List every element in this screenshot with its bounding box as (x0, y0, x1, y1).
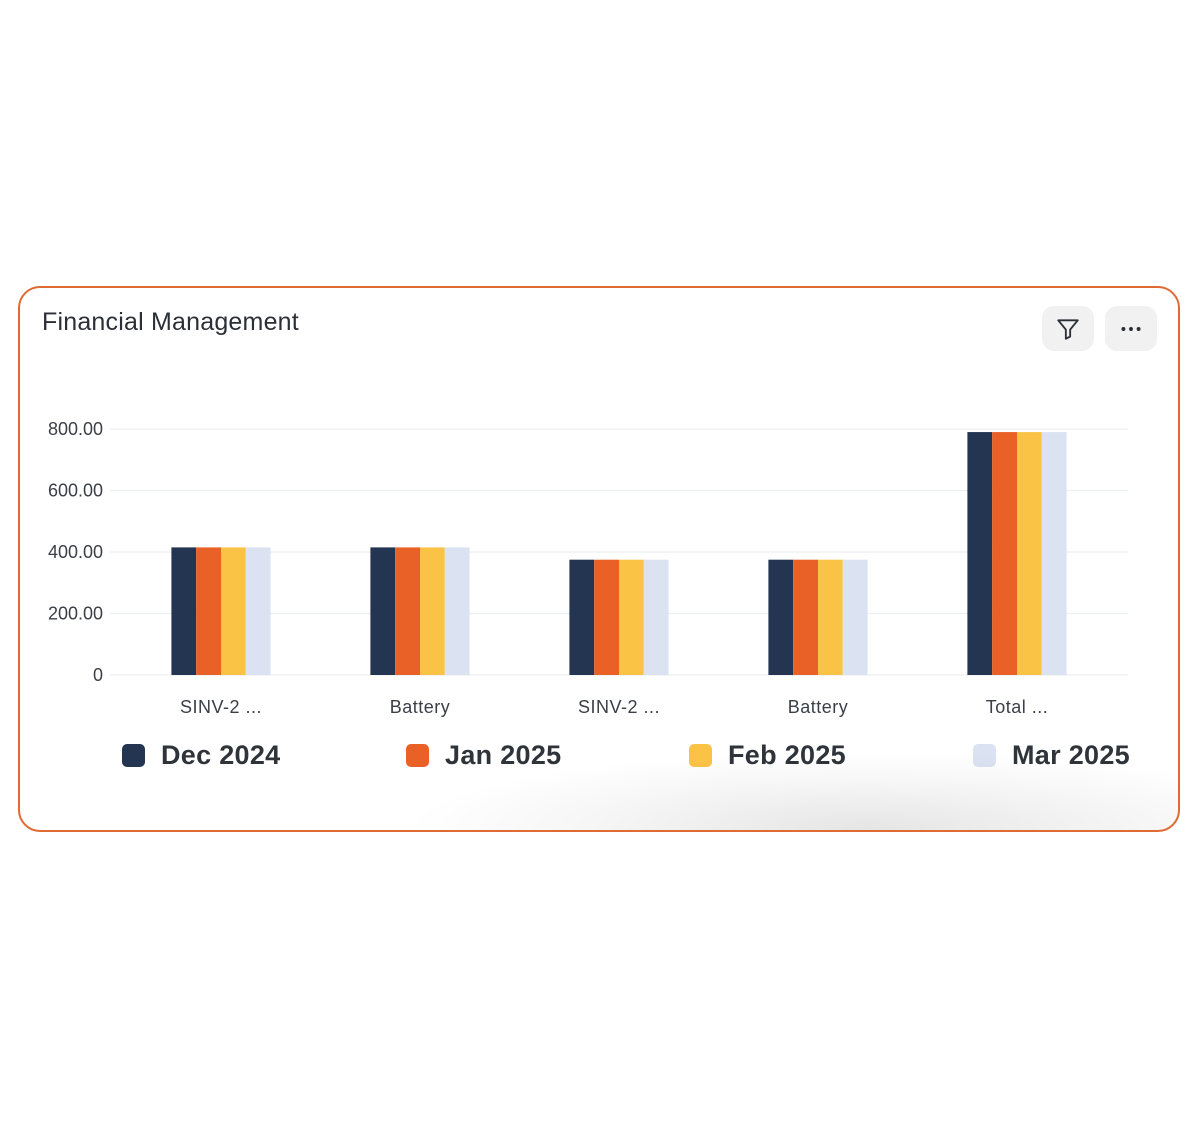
card-title: Financial Management (42, 308, 299, 336)
chart-legend: Dec 2024 Jan 2025 Feb 2025 Mar 2025 (20, 740, 1178, 780)
bar-dec-2024[interactable] (569, 559, 595, 675)
bar-feb-2025[interactable] (420, 547, 445, 675)
x-category-label: SINV-2 ... (180, 697, 262, 717)
bars (171, 432, 1067, 675)
bar-mar-2025[interactable] (643, 559, 669, 675)
bar-jan-2025[interactable] (196, 547, 221, 675)
x-category-label: SINV-2 ... (578, 697, 660, 717)
x-axis-categories: SINV-2 ... Battery SINV-2 ... Battery Total … (180, 697, 1048, 717)
bar-mar-2025[interactable] (1041, 432, 1067, 675)
filter-icon (1057, 318, 1079, 340)
legend-label: Mar 2025 (1012, 740, 1130, 770)
y-tick-label: 400.00 (48, 542, 103, 562)
legend-label: Jan 2025 (445, 740, 562, 770)
bar-feb-2025[interactable] (1017, 432, 1042, 675)
bar-jan-2025[interactable] (793, 559, 818, 675)
bar-dec-2024[interactable] (370, 547, 396, 675)
legend-swatch (689, 744, 712, 767)
bar-mar-2025[interactable] (245, 547, 271, 675)
bar-feb-2025[interactable] (221, 547, 246, 675)
x-category-label: Total ... (986, 697, 1049, 717)
legend-item-mar-2025[interactable]: Mar 2025 (973, 740, 1130, 771)
bar-mar-2025[interactable] (842, 559, 868, 675)
x-category-label: Battery (788, 697, 849, 717)
y-tick-label: 600.00 (48, 481, 103, 501)
legend-label: Feb 2025 (728, 740, 846, 770)
bar-dec-2024[interactable] (768, 559, 794, 675)
legend-item-jan-2025[interactable]: Jan 2025 (406, 740, 562, 771)
bar-mar-2025[interactable] (444, 547, 470, 675)
bar-jan-2025[interactable] (594, 559, 619, 675)
legend-swatch (973, 744, 996, 767)
legend-item-dec-2024[interactable]: Dec 2024 (122, 740, 281, 771)
y-tick-label: 0 (93, 665, 103, 685)
more-options-button[interactable] (1105, 306, 1157, 351)
x-category-label: Battery (390, 697, 451, 717)
more-horizontal-icon (1121, 326, 1141, 331)
filter-button[interactable] (1042, 306, 1094, 351)
y-tick-label: 800.00 (48, 419, 103, 439)
legend-swatch (122, 744, 145, 767)
legend-label: Dec 2024 (161, 740, 281, 770)
bar-feb-2025[interactable] (619, 559, 644, 675)
financial-management-card: Financial Management 0 200.00 400.00 600.00… (18, 286, 1180, 832)
bar-jan-2025[interactable] (395, 547, 420, 675)
legend-item-feb-2025[interactable]: Feb 2025 (689, 740, 846, 771)
bar-dec-2024[interactable] (171, 547, 197, 675)
legend-swatch (406, 744, 429, 767)
bar-chart: 0 200.00 400.00 600.00 800.00 SINV-2 ... Batt… (48, 419, 1128, 717)
y-tick-label: 200.00 (48, 604, 103, 624)
bar-jan-2025[interactable] (992, 432, 1017, 675)
bar-dec-2024[interactable] (967, 432, 993, 675)
y-axis-ticks: 0 200.00 400.00 600.00 800.00 (48, 419, 103, 685)
bar-feb-2025[interactable] (818, 559, 843, 675)
